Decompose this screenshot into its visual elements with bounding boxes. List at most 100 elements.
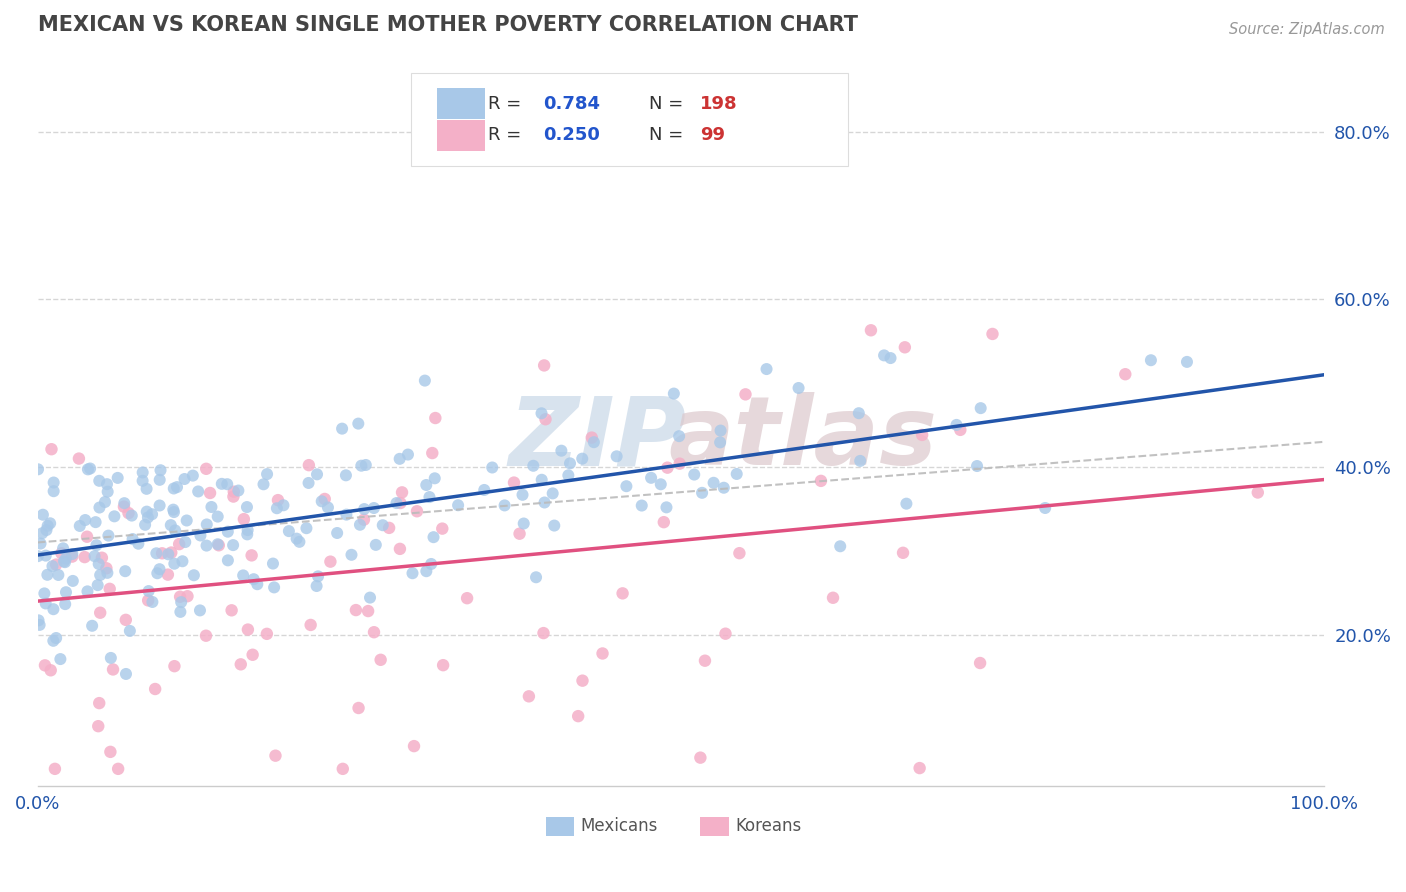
Point <box>28 618 51 632</box>
Point <box>114 564 136 578</box>
Point <box>44 762 66 776</box>
Point <box>447 498 470 512</box>
Bar <box>437 120 485 151</box>
Point <box>45 558 67 572</box>
Point <box>873 348 896 362</box>
Point <box>533 495 555 509</box>
Point <box>169 590 191 604</box>
Text: 99: 99 <box>700 127 725 145</box>
Point <box>262 557 284 571</box>
Point <box>307 569 329 583</box>
Point <box>357 604 380 618</box>
Point <box>728 546 751 560</box>
Point <box>96 477 118 491</box>
Point <box>264 748 287 763</box>
Point <box>299 618 322 632</box>
Text: 198: 198 <box>700 95 738 112</box>
Point <box>690 486 713 500</box>
Point <box>571 451 593 466</box>
Point <box>136 510 159 524</box>
Point <box>267 493 290 508</box>
Point <box>131 466 153 480</box>
Point <box>62 574 84 588</box>
Point <box>616 479 638 493</box>
Point <box>42 602 65 616</box>
Point <box>42 475 65 490</box>
Point <box>41 442 63 457</box>
Point <box>89 696 111 710</box>
Point <box>543 518 565 533</box>
Point <box>335 508 357 522</box>
Point <box>347 417 370 431</box>
Point <box>103 509 125 524</box>
Point <box>83 549 105 564</box>
Point <box>734 387 756 401</box>
Point <box>894 340 917 354</box>
Point <box>657 460 679 475</box>
Point <box>582 435 605 450</box>
Point <box>136 593 159 607</box>
Text: Koreans: Koreans <box>735 817 801 835</box>
Point <box>364 538 387 552</box>
Point <box>97 484 120 499</box>
Text: R =: R = <box>488 127 527 145</box>
Point <box>131 474 153 488</box>
Point <box>73 550 96 565</box>
Point <box>190 528 212 542</box>
Point <box>115 667 138 681</box>
Point <box>236 523 259 537</box>
Point <box>76 530 98 544</box>
Point <box>363 501 385 516</box>
Point <box>606 450 628 464</box>
Point <box>52 541 75 556</box>
Point <box>35 597 58 611</box>
Point <box>163 505 186 519</box>
Point <box>55 585 77 599</box>
Point <box>37 567 59 582</box>
Point <box>32 508 55 522</box>
Point <box>371 518 394 533</box>
Point <box>359 591 381 605</box>
Point <box>174 535 197 549</box>
Text: R =: R = <box>488 95 527 112</box>
Point <box>432 658 454 673</box>
Point <box>53 597 76 611</box>
Point <box>141 508 163 522</box>
Point <box>217 524 239 539</box>
Point <box>1175 355 1198 369</box>
Point <box>612 586 634 600</box>
Point <box>49 652 72 666</box>
Point <box>86 538 108 552</box>
Point <box>256 467 278 482</box>
Point <box>388 541 411 556</box>
Point <box>236 527 259 541</box>
Point <box>347 701 370 715</box>
Point <box>517 690 540 704</box>
Point <box>522 458 544 473</box>
Point <box>709 424 731 438</box>
Point <box>188 603 211 617</box>
Point <box>344 603 367 617</box>
Point <box>285 532 308 546</box>
Point <box>163 482 186 496</box>
Point <box>242 572 264 586</box>
Point <box>340 548 363 562</box>
Point <box>51 546 73 560</box>
Point <box>121 532 143 546</box>
Point <box>668 429 690 443</box>
Point <box>170 595 193 609</box>
Point <box>849 454 872 468</box>
Point <box>668 457 690 471</box>
Bar <box>546 816 574 836</box>
Point <box>420 446 443 460</box>
Point <box>172 554 194 568</box>
Point <box>229 657 252 672</box>
Point <box>232 512 254 526</box>
Point <box>509 526 531 541</box>
Bar <box>700 816 728 836</box>
Point <box>911 428 934 442</box>
Point <box>53 555 76 569</box>
Point <box>472 483 495 497</box>
Point <box>567 709 589 723</box>
Point <box>195 629 218 643</box>
